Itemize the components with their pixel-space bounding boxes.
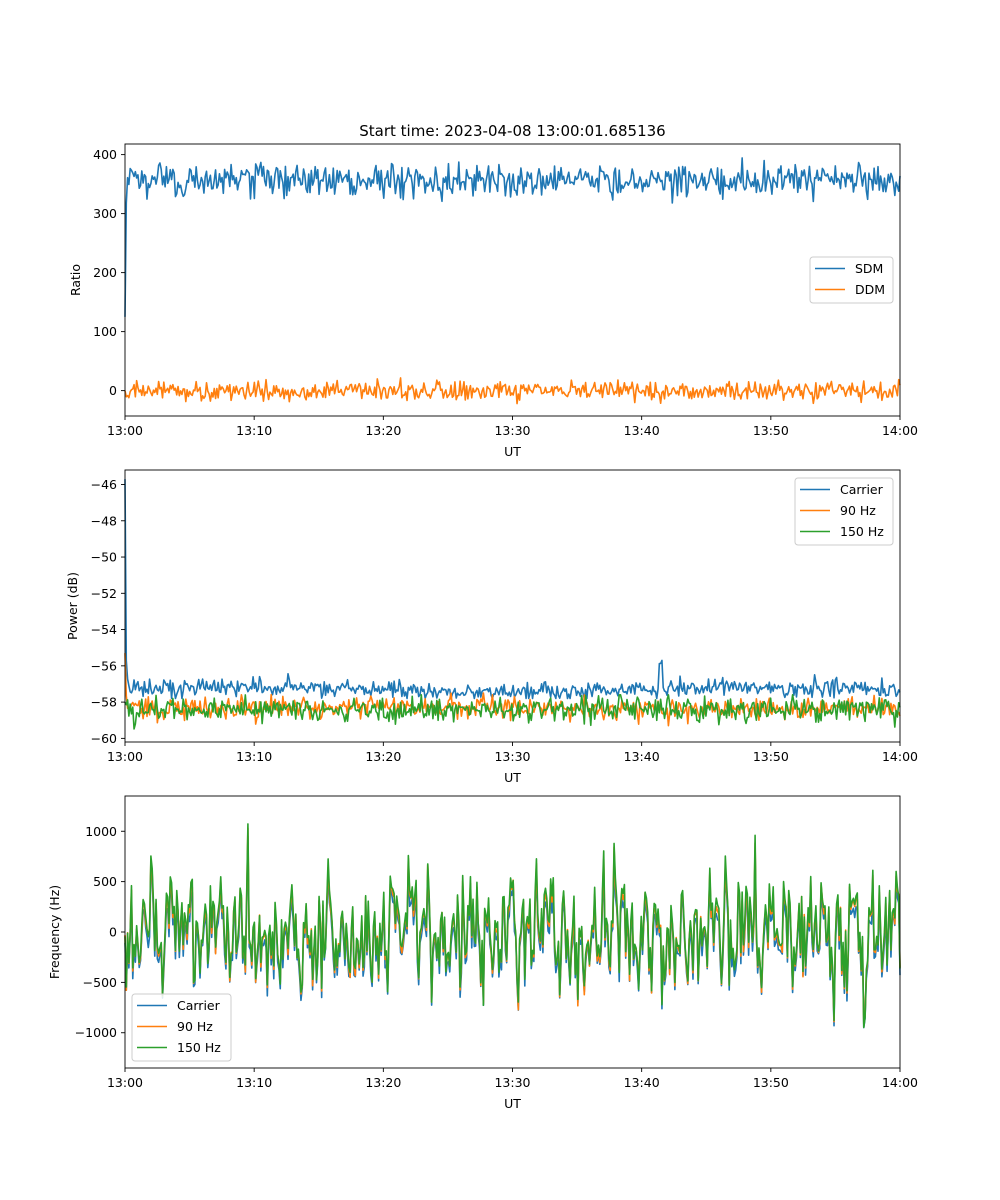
legend-label-carrier: Carrier	[840, 482, 884, 497]
x-axis-label-power: UT	[504, 770, 521, 785]
legend-label-sdm: SDM	[855, 261, 883, 276]
y-tick-label: −46	[91, 477, 117, 492]
x-axis-label-ratio: UT	[504, 444, 521, 459]
x-tick-label: 14:00	[882, 1075, 918, 1090]
x-tick-label: 13:50	[753, 1075, 789, 1090]
x-tick-label: 13:40	[624, 1075, 660, 1090]
y-axis-label-frequency: Frequency (Hz)	[47, 885, 62, 979]
x-tick-label: 13:10	[236, 1075, 272, 1090]
panel-frequency: UT Frequency (Hz) 13:00 13:10 13:20 13:30 13…	[47, 795, 918, 1111]
y-tick-label: −60	[91, 731, 117, 746]
ticks-ratio: 13:00 13:10 13:20 13:30 13:40 13:50 14:00 0 100 2…	[93, 147, 918, 438]
x-tick-label: 14:00	[882, 423, 918, 438]
panel-power: UT Power (dB) 13:00 13:10 13:20 13:30 13:40 1…	[65, 469, 918, 785]
y-tick-label: 500	[93, 874, 117, 889]
y-axis-label-ratio: Ratio	[68, 264, 83, 296]
series-line-150-hz	[124, 823, 901, 1029]
y-tick-label: −48	[91, 513, 117, 528]
series-line-ddm	[124, 377, 901, 405]
x-tick-label: 13:20	[365, 423, 401, 438]
x-tick-label: 13:20	[365, 1075, 401, 1090]
legend-power: Carrier 90 Hz 150 Hz	[794, 477, 894, 546]
series-line-150-hz	[124, 694, 901, 730]
series-line-sdm	[124, 157, 901, 317]
y-tick-label: 400	[93, 147, 117, 162]
y-tick-label: 0	[109, 383, 117, 398]
y-tick-label: 1000	[85, 824, 117, 839]
ticks-power: 13:00 13:10 13:20 13:30 13:40 13:50 14:00 −60 −5…	[91, 477, 918, 764]
y-tick-label: 0	[109, 925, 117, 940]
x-tick-label: 13:10	[236, 423, 272, 438]
y-tick-label: −54	[91, 622, 117, 637]
x-tick-label: 14:00	[882, 749, 918, 764]
x-tick-label: 13:40	[624, 423, 660, 438]
legend-label-carrier: Carrier	[177, 998, 221, 1013]
x-tick-label: 13:00	[107, 1075, 143, 1090]
y-tick-label: −52	[91, 586, 117, 601]
legend-label-150hz: 150 Hz	[177, 1040, 221, 1055]
ticks-frequency: 13:00 13:10 13:20 13:30 13:40 13:50 14:00 −1000…	[75, 824, 918, 1090]
y-tick-label: 300	[93, 206, 117, 221]
y-tick-label: 100	[93, 324, 117, 339]
legend-label-ddm: DDM	[855, 282, 885, 297]
legend-label-150hz: 150 Hz	[840, 524, 884, 539]
y-tick-label: −500	[83, 975, 117, 990]
y-tick-label: 200	[93, 265, 117, 280]
legend-label-90hz: 90 Hz	[177, 1019, 213, 1034]
y-tick-label: −1000	[75, 1025, 117, 1040]
y-tick-label: −56	[91, 658, 117, 673]
legend-frequency: Carrier 90 Hz 150 Hz	[131, 993, 232, 1062]
x-tick-label: 13:30	[494, 749, 530, 764]
x-tick-label: 13:20	[365, 749, 401, 764]
y-axis-label-power: Power (dB)	[65, 572, 80, 640]
x-tick-label: 13:30	[494, 423, 530, 438]
x-tick-label: 13:50	[753, 423, 789, 438]
legend-frame	[131, 993, 232, 1062]
x-tick-label: 13:40	[624, 749, 660, 764]
panel-ratio: Start time: 2023-04-08 13:00:01.685136 U…	[68, 122, 918, 459]
y-tick-label: −58	[91, 695, 117, 710]
legend-label-90hz: 90 Hz	[840, 503, 876, 518]
x-tick-label: 13:50	[753, 749, 789, 764]
x-axis-label-frequency: UT	[504, 1096, 521, 1111]
plot-area-ratio	[124, 157, 901, 405]
chart-title: Start time: 2023-04-08 13:00:01.685136	[359, 122, 665, 140]
x-tick-label: 13:00	[107, 423, 143, 438]
plot-area-power	[124, 479, 901, 730]
x-tick-label: 13:30	[494, 1075, 530, 1090]
plot-area-frequency	[124, 823, 901, 1029]
legend-frame	[794, 477, 894, 546]
legend-ratio: SDM DDM	[809, 256, 894, 304]
y-tick-label: −50	[91, 550, 117, 565]
series-line-carrier	[124, 479, 901, 700]
x-tick-label: 13:10	[236, 749, 272, 764]
x-tick-label: 13:00	[107, 749, 143, 764]
